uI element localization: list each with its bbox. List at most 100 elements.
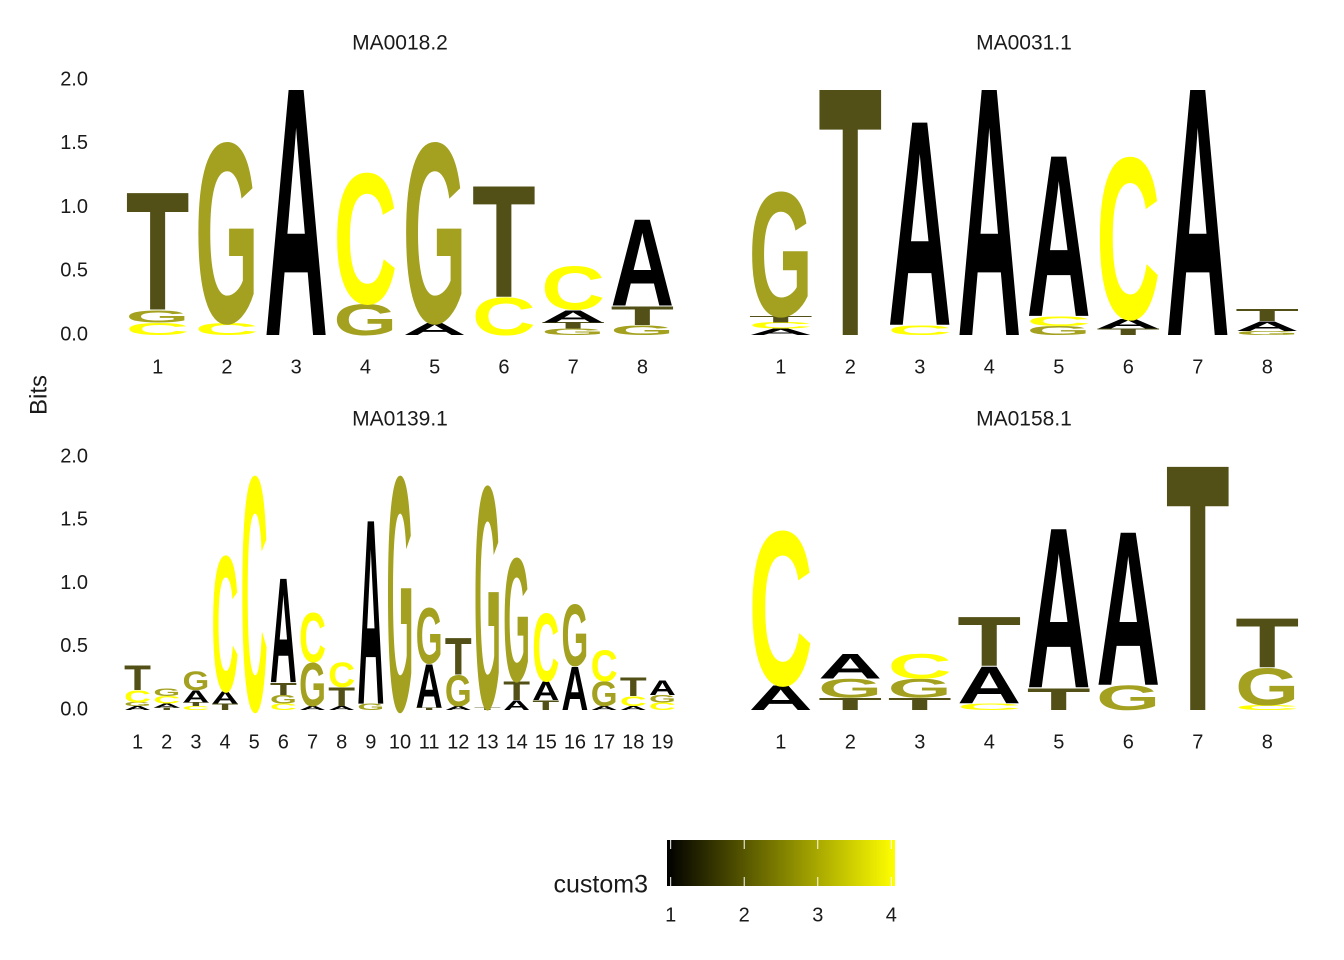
logo-letter: G [1235, 330, 1299, 336]
letter-group: G [334, 295, 398, 345]
logo-letter: G [1096, 679, 1160, 718]
letter-group: T [1235, 305, 1299, 325]
logo-letter: G [334, 295, 398, 345]
y-tick-label: 1.5 [60, 509, 88, 531]
letter-group: T [1096, 327, 1160, 337]
logo-letter: A [532, 676, 559, 706]
x-tick-label: 3 [190, 731, 201, 753]
y-tick-label: 0.5 [60, 635, 88, 657]
logo-letter: A [270, 548, 297, 715]
logo-letter: A [1235, 318, 1299, 334]
letter-group: G [888, 673, 952, 703]
letter-group: A [620, 705, 647, 711]
x-tick-label: 6 [278, 731, 289, 753]
letter-group: G [611, 322, 675, 338]
letter-group: G [1096, 679, 1160, 718]
logo-letter: C [212, 515, 239, 733]
logo-letter: G [541, 327, 605, 337]
letter-group: G [153, 686, 180, 698]
x-tick-label: 1 [775, 356, 786, 378]
letter-group: G [749, 155, 813, 354]
letter-group: A [1027, 479, 1091, 736]
logo-letter: C [749, 485, 813, 732]
letter-group: T [445, 627, 472, 686]
logo-letter: G [124, 701, 151, 707]
y-tick-label: 0.5 [60, 260, 88, 282]
logo-letter: A [357, 466, 384, 761]
letter-group: G [299, 650, 326, 719]
x-tick-label: 10 [389, 731, 411, 753]
letter-group: T [182, 701, 209, 707]
logo-letter: G [888, 673, 952, 703]
letter-group: A [1096, 485, 1160, 732]
logo-letter: A [957, 14, 1021, 412]
letter-group: A [503, 697, 530, 713]
x-tick-label: 13 [476, 731, 498, 753]
logo-letter: A [403, 319, 467, 339]
x-tick-label: 8 [336, 731, 347, 753]
x-tick-label: 17 [593, 731, 615, 753]
x-tick-label: 11 [419, 731, 440, 753]
logo-letter: A [818, 647, 882, 686]
logo-letter: G [153, 686, 180, 698]
logo-letter: A [264, 12, 328, 410]
logo-letter: T [532, 697, 559, 713]
letter-group: C [1096, 110, 1160, 369]
x-tick-label: 4 [219, 731, 230, 753]
logo-letter: G [416, 593, 443, 681]
letter-group: T [541, 321, 605, 331]
x-tick-label: 8 [1262, 356, 1273, 378]
letter-group: C [472, 287, 536, 346]
x-tick-label: 4 [360, 356, 371, 378]
letter-group: C [328, 655, 355, 695]
x-tick-label: 5 [1053, 731, 1064, 753]
letter-group: A [1027, 107, 1091, 366]
y-tick-label: 2.0 [60, 445, 88, 467]
legend-tick-label: 2 [739, 904, 750, 926]
logo-letter: A [1096, 316, 1160, 332]
y-tick-label: 2.0 [60, 68, 88, 90]
letter-group: T [620, 672, 647, 702]
letter-group: G [182, 666, 209, 696]
logo-letter: T [126, 157, 190, 346]
letter-group: G [474, 420, 501, 775]
logo-letter: A [503, 697, 530, 713]
letter-group: G [541, 327, 605, 337]
logo-letter: T [957, 602, 1021, 681]
logo-letter: A [1027, 479, 1091, 736]
letter-group: A [562, 654, 589, 723]
logo-letter: C [270, 702, 297, 712]
logo-letter: T [1027, 682, 1091, 717]
x-tick-label: 9 [365, 731, 376, 753]
x-tick-label: 3 [914, 356, 925, 378]
letter-group: A [445, 705, 472, 711]
letter-group: T [1027, 682, 1091, 717]
letter-group: G [818, 673, 882, 703]
letter-group: A [649, 677, 676, 700]
letter-group: A [532, 676, 559, 706]
letter-group: A [264, 12, 328, 410]
logo-letter: G [126, 306, 190, 326]
x-tick-label: 3 [914, 731, 925, 753]
letter-group: A [541, 306, 605, 326]
logo-letter: A [416, 652, 443, 721]
letter-group: G [387, 406, 414, 781]
logo-letter: T [328, 682, 355, 712]
letter-group: C [241, 406, 268, 781]
logo-letter: A [1096, 485, 1160, 732]
x-tick-label: 6 [1123, 356, 1134, 378]
logo-letter: T [182, 701, 209, 707]
logo-letter: A [445, 705, 472, 711]
letter-group: T [888, 694, 952, 714]
letter-group: T [818, 694, 882, 714]
logo-letter: A [541, 306, 605, 326]
x-tick-label: 2 [845, 356, 856, 378]
colorbar [667, 840, 895, 886]
x-tick-label: 6 [498, 356, 509, 378]
letter-group: C [888, 322, 952, 338]
logo-letter: G [403, 88, 467, 377]
logo-letter: G [1235, 658, 1299, 717]
logo-letter: C [541, 254, 605, 323]
letter-group: T [503, 676, 530, 706]
logo-letter: C [328, 655, 355, 695]
